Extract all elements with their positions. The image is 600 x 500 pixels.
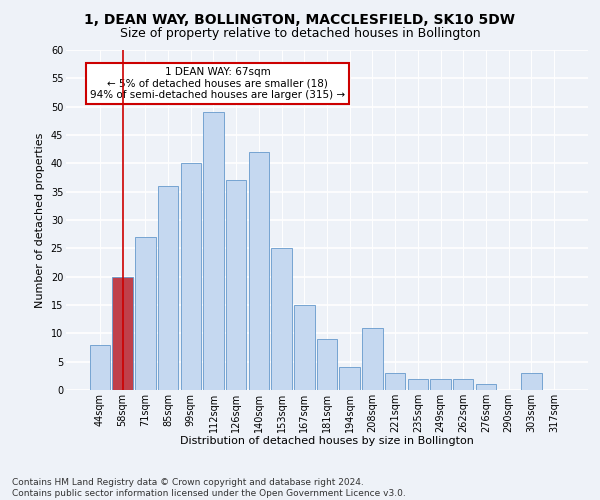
X-axis label: Distribution of detached houses by size in Bollington: Distribution of detached houses by size … [180,436,474,446]
Y-axis label: Number of detached properties: Number of detached properties [35,132,45,308]
Text: 1 DEAN WAY: 67sqm
← 5% of detached houses are smaller (18)
94% of semi-detached : 1 DEAN WAY: 67sqm ← 5% of detached house… [90,67,345,100]
Text: Size of property relative to detached houses in Bollington: Size of property relative to detached ho… [119,28,481,40]
Bar [317,339,337,390]
Bar [248,152,269,390]
Bar [294,305,314,390]
Bar [385,373,406,390]
Bar [203,112,224,390]
Bar [90,344,110,390]
Bar [362,328,383,390]
Bar [112,276,133,390]
Bar [226,180,247,390]
Bar [521,373,542,390]
Bar [181,164,201,390]
Text: Contains HM Land Registry data © Crown copyright and database right 2024.
Contai: Contains HM Land Registry data © Crown c… [12,478,406,498]
Bar [158,186,178,390]
Bar [340,368,360,390]
Bar [430,378,451,390]
Bar [135,237,155,390]
Bar [271,248,292,390]
Bar [407,378,428,390]
Bar [476,384,496,390]
Text: 1, DEAN WAY, BOLLINGTON, MACCLESFIELD, SK10 5DW: 1, DEAN WAY, BOLLINGTON, MACCLESFIELD, S… [85,12,515,26]
Bar [453,378,473,390]
